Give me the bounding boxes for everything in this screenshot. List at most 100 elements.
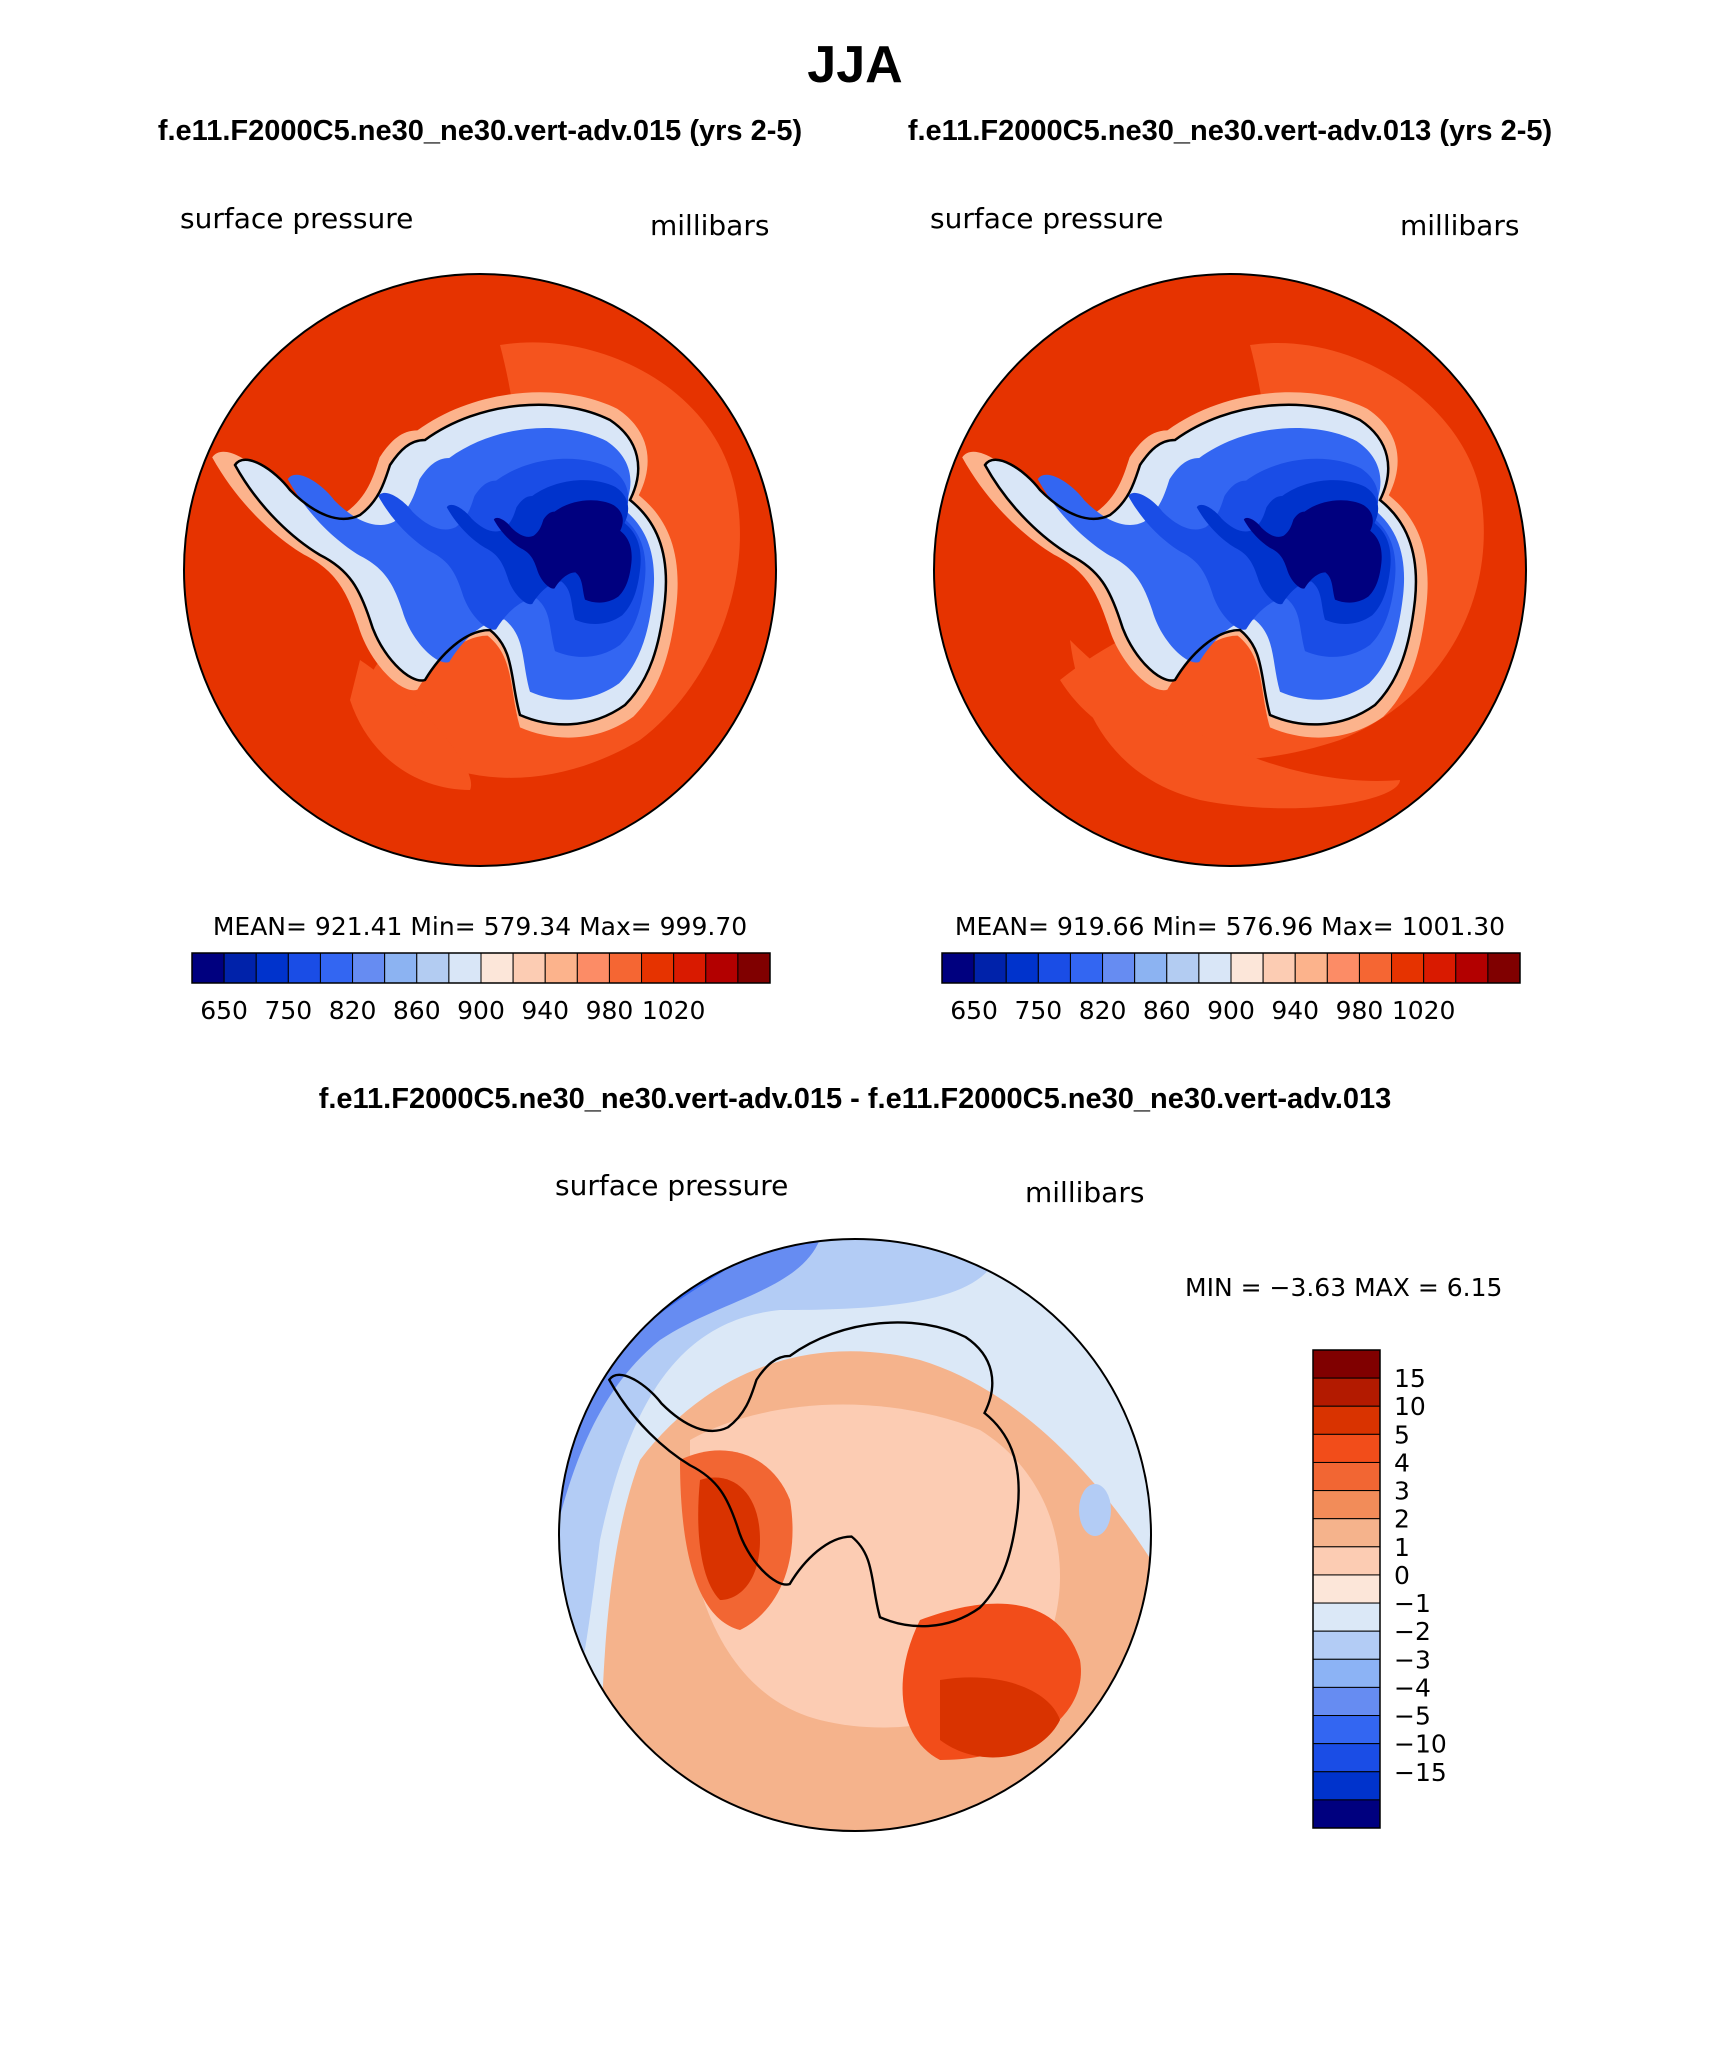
left-colorbar-swatch [480, 952, 514, 984]
diff-colorbar-label: −1 [1394, 1589, 1431, 1618]
left-colorbar-swatch [673, 952, 707, 984]
right-colorbar-swatch [1069, 952, 1104, 984]
left-colorbar-swatch [544, 952, 578, 984]
right-colorbar-label: 980 [1336, 996, 1384, 1025]
diff-colorbar-swatch [1312, 1602, 1381, 1632]
left-colorbar-swatch [608, 952, 643, 984]
right-colorbar-swatch [1358, 952, 1393, 984]
diff-colorbar-swatch [1312, 1799, 1381, 1829]
right-map-band-2 [1070, 640, 1400, 809]
diff-colorbar-label: −15 [1394, 1758, 1447, 1787]
left-colorbar-label: 860 [393, 996, 441, 1025]
right-map-border [933, 273, 1527, 867]
diff-colorbar-label: −2 [1394, 1617, 1431, 1646]
diff-colorbar-swatch [1312, 1433, 1381, 1463]
diff-colorbar-swatch [1312, 1377, 1381, 1407]
right-colorbar-swatch [1455, 952, 1489, 984]
left-colorbar-label: 820 [329, 996, 377, 1025]
right-map [934, 274, 1526, 866]
left-colorbar-label: 900 [457, 996, 505, 1025]
diff-colorbar-label: 3 [1394, 1477, 1410, 1506]
diff-header: f.e11.F2000C5.ne30_ne30.vert-adv.015 - f… [319, 1083, 1392, 1115]
right-colorbar-label: 900 [1207, 996, 1255, 1025]
left-colorbar-swatch [416, 952, 450, 984]
diff-minmax: MIN = −3.63 MAX = 6.15 [1185, 1273, 1502, 1302]
left-colorbar-swatch [319, 952, 354, 984]
left-colorbar-label: 1020 [642, 996, 706, 1025]
diff-map-border [558, 1238, 1152, 1832]
right-colorbar [941, 952, 1521, 984]
left-colorbar-label: 750 [264, 996, 312, 1025]
left-units-label: millibars [650, 209, 769, 242]
left-colorbar-swatch [705, 952, 739, 984]
right-colorbar-frame [941, 952, 1521, 984]
left-variable-label: surface pressure [180, 202, 413, 235]
left-colorbar-label: 650 [200, 996, 248, 1025]
right-case-header: f.e11.F2000C5.ne30_ne30.vert-adv.013 (yr… [908, 115, 1552, 147]
diff-colorbar-swatch [1312, 1574, 1381, 1604]
diff-colorbar-label: −10 [1394, 1730, 1447, 1759]
diff-map-blob [1079, 1484, 1111, 1536]
right-stats: MEAN= 919.66 Min= 576.96 Max= 1001.30 [955, 912, 1505, 941]
diff-colorbar-label: −3 [1394, 1645, 1431, 1674]
diff-colorbar-label: 4 [1394, 1448, 1410, 1477]
diff-colorbar-label: −5 [1394, 1702, 1431, 1731]
diff-colorbar-frame [1312, 1349, 1381, 1829]
diff-map [559, 1239, 1151, 1831]
diff-colorbar [1312, 1349, 1381, 1829]
diff-colorbar-label: 15 [1394, 1364, 1426, 1393]
right-panel: surface pressure millibars MEAN= 919.66 … [930, 202, 1527, 1025]
left-colorbar-swatch [512, 952, 546, 984]
left-colorbar-swatch [576, 952, 610, 984]
diff-colorbar-label: 5 [1394, 1420, 1410, 1449]
diff-panel: f.e11.F2000C5.ne30_ne30.vert-adv.015 - f… [319, 1083, 1502, 1832]
diff-colorbar-label: −4 [1394, 1673, 1431, 1702]
left-stats: MEAN= 921.41 Min= 579.34 Max= 999.70 [213, 912, 747, 941]
right-variable-label: surface pressure [930, 202, 1163, 235]
right-units-label: millibars [1400, 209, 1519, 242]
left-colorbar-swatch [287, 952, 321, 984]
diff-colorbar-swatch [1312, 1686, 1381, 1717]
left-colorbar-swatch [737, 952, 771, 984]
diff-colorbar-label: 0 [1394, 1561, 1410, 1590]
left-map-band-2 [350, 660, 472, 790]
diff-colorbar-swatch [1312, 1490, 1381, 1520]
right-colorbar-swatch [941, 952, 975, 984]
left-colorbar-swatch [255, 952, 289, 984]
right-colorbar-labels: 650 750 820 860 900 940 980 1020 [950, 996, 1455, 1025]
diff-map-neg-light [559, 1239, 1151, 1831]
diff-units-label: millibars [1025, 1176, 1144, 1209]
left-colorbar-swatch [223, 952, 257, 984]
left-map-border [183, 273, 777, 867]
left-colorbar [191, 952, 771, 984]
diff-colorbar-swatch [1312, 1461, 1381, 1492]
diff-colorbar-swatch [1312, 1743, 1381, 1773]
right-colorbar-swatch [1326, 952, 1360, 984]
left-colorbar-swatch [352, 952, 386, 984]
right-colorbar-label: 1020 [1392, 996, 1456, 1025]
diff-colorbar-swatch [1312, 1546, 1381, 1576]
diff-colorbar-swatch [1312, 1405, 1381, 1435]
right-colorbar-swatch [1294, 952, 1328, 984]
right-colorbar-swatch [1423, 952, 1457, 984]
right-colorbar-swatch [1391, 952, 1425, 984]
left-colorbar-labels: 650 750 820 860 900 940 980 1020 [200, 996, 705, 1025]
figure-title: JJA [807, 36, 902, 94]
right-colorbar-label: 820 [1079, 996, 1127, 1025]
right-colorbar-swatch [1230, 952, 1264, 984]
right-colorbar-label: 860 [1143, 996, 1191, 1025]
diff-map-pos-4 [698, 1477, 760, 1600]
diff-colorbar-swatch [1312, 1630, 1381, 1660]
right-colorbar-swatch [1166, 952, 1200, 984]
left-colorbar-label: 940 [521, 996, 569, 1025]
right-colorbar-label: 650 [950, 996, 998, 1025]
diff-colorbar-swatch [1312, 1658, 1381, 1688]
left-map [184, 274, 776, 866]
right-colorbar-swatch [1134, 952, 1168, 984]
diff-map-pos-5 [940, 1677, 1060, 1758]
right-colorbar-swatch [1487, 952, 1521, 984]
left-colorbar-frame [191, 952, 771, 984]
right-colorbar-swatch [1005, 952, 1039, 984]
right-colorbar-swatch [973, 952, 1007, 984]
